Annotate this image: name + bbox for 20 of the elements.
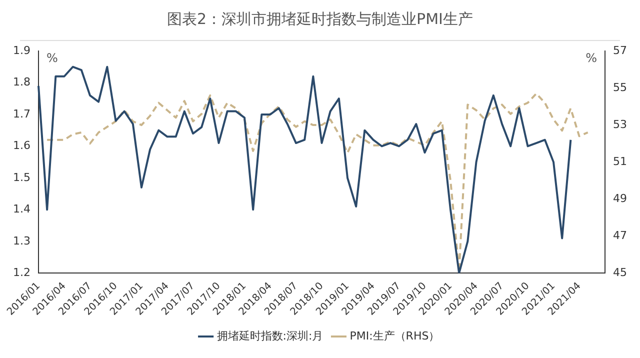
y-tick-label: 1.8 (12, 76, 30, 89)
legend-label: PMI:生产（RHS） (350, 329, 440, 342)
y2-tick-label: 49 (613, 192, 628, 205)
y2-tick-label: 47 (613, 228, 628, 242)
legend-label: 拥堵延时指数:深圳:月 (216, 329, 324, 342)
y-axis-title: % (46, 51, 58, 66)
y2-tick-label: 45 (613, 266, 628, 279)
y2-tick-label: 51 (613, 154, 628, 168)
y-tick-label: 1.2 (12, 266, 30, 279)
y-tick-label: 1.7 (12, 107, 30, 120)
chart-title: 图表2：深圳市拥堵延时指数与制造业PMI生产 (20, 0, 620, 41)
y2-axis-title: % (586, 51, 598, 66)
y-tick-label: 1.3 (12, 234, 30, 248)
y2-tick-label: 57 (613, 44, 628, 57)
y-tick-label: 1.9 (12, 44, 30, 57)
y-tick-label: 1.5 (12, 170, 30, 184)
y-tick-label: 1.4 (12, 202, 30, 216)
y2-tick-label: 55 (613, 80, 628, 94)
y-tick-label: 1.6 (12, 139, 30, 152)
y2-tick-label: 53 (613, 118, 628, 131)
